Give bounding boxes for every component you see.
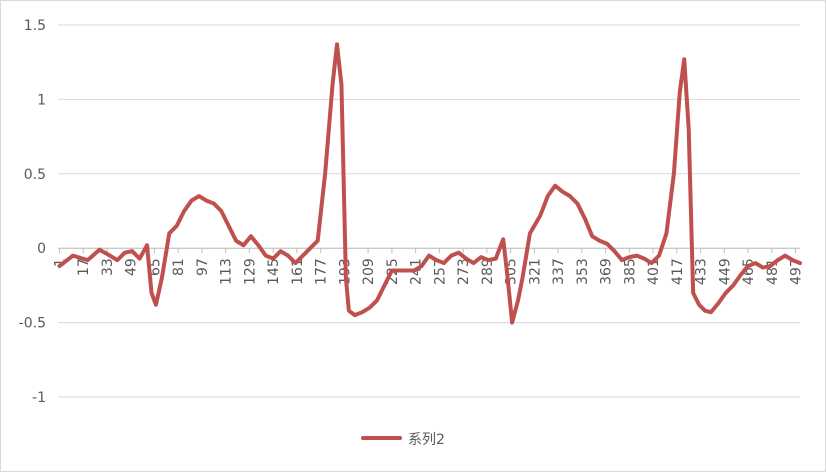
x-tick-label: 321 (527, 258, 543, 285)
grid: -1-0.500.511.51 17 33 49 65 81 97 113 129 145 161 1… (19, 18, 805, 406)
x-tick-label: 177 (314, 258, 330, 285)
x-tick-label: 97 (195, 258, 211, 276)
y-tick-label: -1 (32, 390, 46, 406)
legend-item[interactable]: 系列2 (361, 432, 445, 448)
y-tick-label: 1.5 (24, 18, 46, 34)
line-series (57, 42, 802, 325)
x-tick-label: 289 (480, 258, 496, 285)
x-tick-label: 129 (242, 258, 258, 285)
x-tick-label: 385 (622, 258, 638, 285)
x-tick-label: 17 (76, 258, 92, 276)
x-tick-label: 161 (290, 258, 306, 285)
x-tick-label: 49 (124, 258, 140, 276)
x-tick-label: 33 (100, 258, 116, 276)
x-tick-label: 433 (694, 258, 710, 285)
y-tick-label: 1 (37, 92, 46, 108)
x-tick-label: 209 (361, 258, 377, 285)
x-tick-label: 369 (599, 258, 615, 285)
x-tick-label: 81 (171, 258, 187, 276)
x-tick-label: 113 (219, 258, 235, 285)
x-tick-label: 417 (670, 258, 686, 285)
plot-area (57, 42, 802, 325)
x-tick-label: 145 (266, 258, 282, 285)
x-tick-label: 449 (717, 258, 733, 285)
legend[interactable]: 系列2 (361, 432, 445, 448)
x-tick-label: 401 (646, 258, 662, 285)
x-tick-label: 273 (456, 258, 472, 285)
y-tick-label: 0.5 (24, 167, 46, 183)
y-tick-label: 0 (37, 241, 46, 257)
x-tick-label: 353 (575, 258, 591, 285)
x-tick-label: 1 (52, 258, 68, 267)
legend-label: 系列2 (408, 432, 445, 448)
y-tick-label: -0.5 (19, 316, 46, 332)
x-tick-label: 337 (551, 258, 567, 285)
